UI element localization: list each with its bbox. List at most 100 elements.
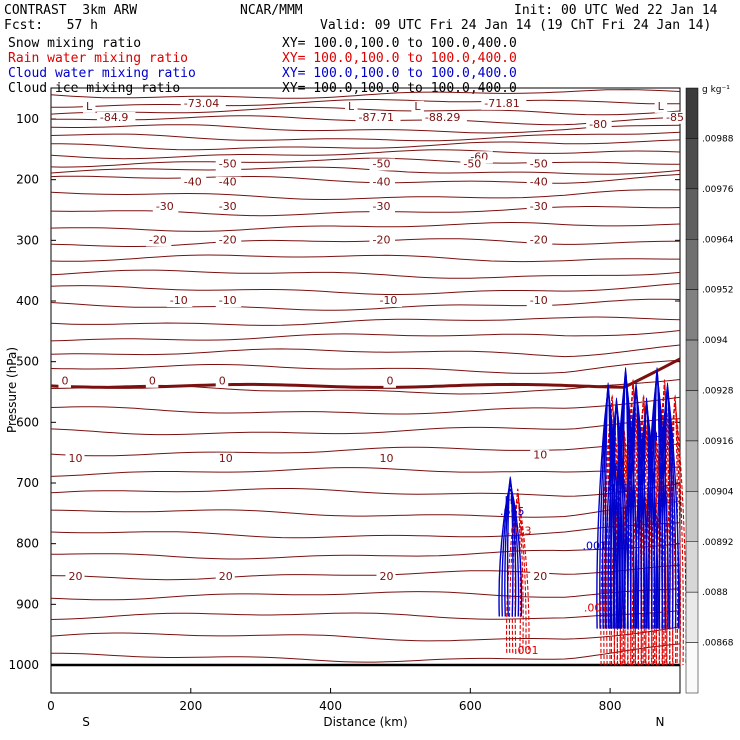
contour-label-bg xyxy=(411,100,424,113)
colorbar-segment xyxy=(685,642,699,694)
contour-label-bg xyxy=(65,571,85,584)
zero-degree-contour xyxy=(50,357,681,389)
contour-label: -73.04 xyxy=(184,97,219,110)
colorbar-tick-label: .0088 xyxy=(702,588,728,598)
temperature-contour xyxy=(50,298,681,311)
colorbar-segment xyxy=(685,390,699,442)
temperature-contour xyxy=(50,466,681,477)
y-axis-label: Pressure (hPa) xyxy=(5,347,19,433)
header-org: NCAR/MMM xyxy=(240,3,303,18)
cloud-water-contour xyxy=(501,485,520,617)
contour-label-bg xyxy=(421,111,467,124)
temperature-contour xyxy=(50,643,681,663)
contour-label: -30 xyxy=(530,200,548,213)
cloud-water-contour xyxy=(607,406,626,629)
legend-label: Cloud water mixing ratio xyxy=(8,66,196,81)
contour-label: -50 xyxy=(372,158,390,171)
contour-label: 20 xyxy=(219,570,233,583)
contour-label: 20 xyxy=(68,570,82,583)
contour-label-bg xyxy=(215,452,235,465)
hydrometeor-label: .001 xyxy=(514,644,539,657)
colorbar-tick-label: .00868 xyxy=(702,639,734,649)
contour-label-bg xyxy=(376,452,396,465)
contour-label: -40 xyxy=(530,176,548,189)
y-tick-label: 1000 xyxy=(8,658,39,672)
cloud-water-contour xyxy=(658,391,677,629)
contour-label-bg xyxy=(369,201,395,213)
hydrometeor-label: .001 xyxy=(584,602,609,615)
colorbar-tick-label: .00964 xyxy=(702,235,734,245)
contour-label-bg xyxy=(145,234,172,247)
contour-label-bg xyxy=(82,100,96,113)
cloud-water-contour xyxy=(632,382,640,629)
temperature-contour xyxy=(50,131,681,142)
cloud-water-contour xyxy=(624,395,648,629)
contour-label-bg xyxy=(345,100,358,113)
x-end-label-north: N xyxy=(656,715,665,729)
contour-label-bg xyxy=(369,158,395,171)
contour-label-bg xyxy=(369,176,395,189)
cloud-water-contour xyxy=(619,371,632,629)
colorbar-tick-label: .0094 xyxy=(702,336,728,346)
colorbar-segment xyxy=(685,541,699,593)
contour-label: L xyxy=(348,100,355,113)
contour-label: -30 xyxy=(219,200,237,213)
cloud-water-contour xyxy=(664,382,671,629)
temperature-contour xyxy=(50,157,681,168)
header-fcst: Fcst: 57 h xyxy=(4,18,98,33)
contour-label-bg xyxy=(215,571,235,584)
colorbar-segment xyxy=(685,188,699,240)
hydrometeor-label: .013 xyxy=(507,525,532,538)
cloud-water-contour xyxy=(602,387,615,629)
cloud-water-contour xyxy=(498,488,523,617)
temperature-contour xyxy=(50,206,681,217)
temperature-contour xyxy=(50,543,681,560)
y-tick-label: 200 xyxy=(16,173,39,187)
contour-label: 0 xyxy=(61,375,68,388)
temperature-contour xyxy=(50,106,681,116)
contour-label: L xyxy=(86,100,93,113)
colorbar-tick-label: .00928 xyxy=(702,387,734,397)
temperature-contour xyxy=(50,254,680,263)
contour-label-bg xyxy=(526,295,553,308)
cloud-water-contour xyxy=(655,395,680,629)
contour-label: -50 xyxy=(219,158,237,171)
contour-label-bg xyxy=(526,234,553,247)
x-tick-label: 600 xyxy=(459,699,482,713)
cloud-water-contour xyxy=(653,367,661,629)
contour-label: -84.9 xyxy=(100,111,128,124)
contour-label: -10 xyxy=(379,294,397,307)
colorbar-tick-label: .00904 xyxy=(702,487,734,497)
temperature-contour xyxy=(50,501,681,518)
colorbar-tick-label: .00916 xyxy=(702,437,734,447)
contour-label-bg xyxy=(180,176,207,189)
contour-label: 10 xyxy=(68,452,82,465)
contour-label: -10 xyxy=(219,294,237,307)
legend-xy: XY= 100.0,100.0 to 100.0,400.0 xyxy=(282,66,517,81)
y-tick-label: 800 xyxy=(16,537,39,551)
temperature-contour xyxy=(50,124,681,134)
contour-label-bg xyxy=(166,295,193,308)
cloud-water-contour xyxy=(634,410,659,629)
cloud-water-contour xyxy=(613,380,638,629)
cloud-water-contour xyxy=(629,387,643,629)
contour-label: 20 xyxy=(533,570,547,583)
temperature-contour xyxy=(50,522,681,539)
y-tick-label: 700 xyxy=(16,476,39,490)
hydrometeor-label: H xyxy=(655,431,663,444)
header-model: CONTRAST 3km ARW xyxy=(4,3,138,18)
colorbar-segment xyxy=(685,289,699,341)
colorbar-segment xyxy=(685,339,699,391)
contour-label-bg xyxy=(215,375,229,388)
temperature-contour xyxy=(50,149,681,160)
contour-label-bg xyxy=(215,158,242,171)
contour-label: -40 xyxy=(372,176,390,189)
temperature-contour xyxy=(50,330,681,342)
contour-label-bg xyxy=(376,571,396,584)
temperature-contour xyxy=(50,610,681,620)
temperature-contour xyxy=(50,483,681,497)
legend-label: Rain water mixing ratio xyxy=(8,51,189,66)
contour-label-bg xyxy=(145,375,159,388)
temperature-contour xyxy=(50,269,681,279)
